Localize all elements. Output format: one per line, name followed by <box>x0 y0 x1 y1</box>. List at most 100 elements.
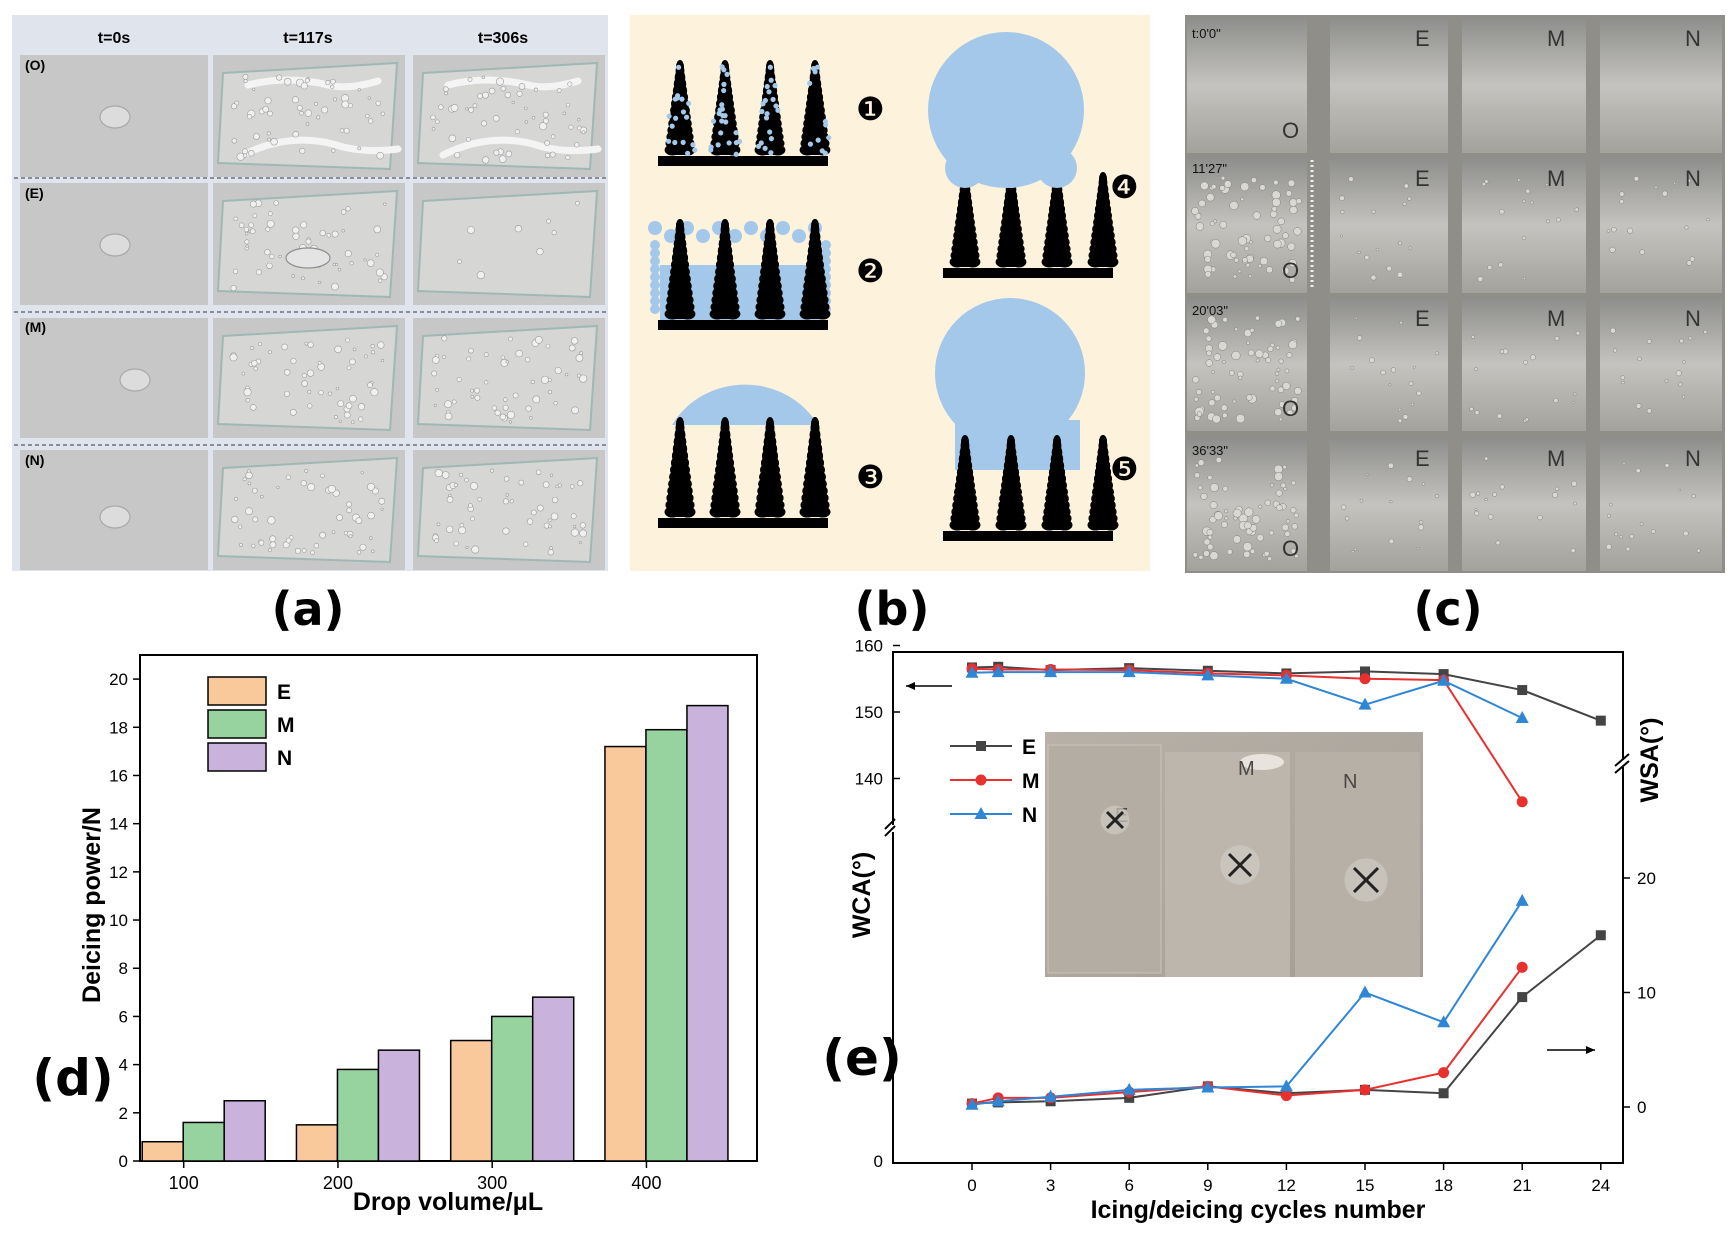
pillar-core <box>764 112 776 123</box>
condensate-droplet <box>723 119 729 125</box>
pillar-core <box>1053 454 1061 465</box>
data-point <box>1437 673 1451 686</box>
condensate-droplet <box>370 344 375 349</box>
condensate-droplet <box>1487 265 1493 271</box>
condensate-droplet <box>474 394 481 401</box>
condensate-droplet <box>1398 407 1402 412</box>
condensate-droplet <box>498 155 507 163</box>
pillar-core <box>721 246 729 256</box>
condensate-droplet <box>242 73 249 80</box>
condensate-droplet <box>341 100 350 109</box>
inset-sample-mark: M <box>1238 758 1255 780</box>
condensate-droplet <box>242 477 247 482</box>
condensate-droplet <box>1248 274 1252 278</box>
cross-mark <box>1352 866 1380 894</box>
legend-label: M <box>1022 770 1040 793</box>
condensate-droplet <box>1348 176 1354 182</box>
microstructure-pillar <box>754 219 786 320</box>
condensate-droplet <box>1408 381 1414 386</box>
pillar-core <box>1095 250 1111 261</box>
pillar-core <box>1006 204 1016 215</box>
condensate-droplet <box>370 350 375 355</box>
panel-b: ❶ ❷ ❸ ❹ ❺ <box>630 15 1150 571</box>
time-label: 20'03" <box>1192 303 1228 318</box>
condensate-droplet <box>502 527 510 535</box>
condensate-droplet <box>348 534 353 538</box>
pillar-core <box>1007 454 1015 465</box>
condensate-droplet <box>1278 358 1284 364</box>
pillar-core <box>764 465 776 475</box>
glass-slide <box>216 456 399 564</box>
condensate-droplet <box>523 541 529 547</box>
condensate-droplet <box>822 150 828 156</box>
axis-break-left <box>884 818 896 837</box>
condensate-droplet <box>247 481 252 486</box>
pillar-core <box>1052 210 1062 221</box>
condensate-droplet <box>1481 182 1486 187</box>
condensate-droplet <box>1354 316 1358 320</box>
x-tick-label: 300 <box>477 1173 507 1193</box>
pillar-core <box>810 260 820 270</box>
pillar-core <box>1006 467 1016 478</box>
pillar-core <box>676 79 684 90</box>
condensate-droplet <box>1271 206 1278 212</box>
condensate-droplet <box>544 140 550 146</box>
microstructure-pillar <box>949 435 981 531</box>
condensate-droplet <box>1274 320 1283 328</box>
condensate-droplet <box>1195 389 1202 396</box>
pillar-core <box>1098 204 1108 215</box>
time-header: t=306s <box>478 30 528 47</box>
condensate-droplet <box>1210 389 1216 395</box>
condensate-droplet <box>547 518 552 523</box>
condensate-droplet <box>508 420 512 424</box>
microstructure-pillar <box>664 417 696 518</box>
inset-photo: EMN <box>1045 732 1423 977</box>
pillar-core <box>765 451 775 461</box>
condensate-droplet <box>666 113 672 119</box>
condensate-droplet <box>1194 472 1201 479</box>
condensate-droplet <box>319 531 326 539</box>
pillar-core <box>672 302 688 312</box>
pillar-core <box>957 506 973 517</box>
pillar-core <box>1004 500 1018 511</box>
microstructure-pillar <box>1041 435 1073 531</box>
condensate-droplet <box>1573 501 1577 506</box>
condensate-droplet <box>238 524 243 529</box>
y-tick-label: 18 <box>109 718 128 737</box>
data-point <box>991 1094 1005 1107</box>
condensate-droplet <box>472 103 478 109</box>
pillar-core <box>761 507 779 517</box>
wsa-series-n <box>965 893 1529 1110</box>
condensate-droplet <box>304 78 310 84</box>
condensate-droplet <box>436 522 441 527</box>
condensate-droplet <box>367 511 375 520</box>
x-tick-label: 18 <box>1434 1176 1453 1195</box>
condensate-droplet <box>502 498 509 505</box>
condensate-droplet <box>508 336 513 342</box>
pillar-core <box>1007 191 1015 202</box>
condensate-droplet <box>550 134 556 139</box>
condensate-droplet <box>533 87 538 92</box>
pillar-core <box>673 281 687 291</box>
condensate-droplet <box>1237 236 1247 246</box>
condensate-droplet <box>1339 195 1345 201</box>
left-axis-label: WCA(°) <box>848 852 876 938</box>
pillar-core <box>676 444 684 454</box>
pillar-core <box>672 138 688 149</box>
pillar-core <box>718 479 732 489</box>
condensate-droplet <box>514 129 520 135</box>
pillar-core <box>807 138 823 149</box>
condensate-droplet <box>283 390 290 397</box>
pillar-core <box>1005 217 1017 228</box>
condensate-droplet <box>1398 241 1403 245</box>
panel-label-a: (a) <box>271 582 344 636</box>
pillar-core <box>720 98 730 109</box>
data-point <box>1438 1067 1450 1079</box>
condensate-droplet <box>1402 414 1409 420</box>
row-label: (N) <box>25 452 44 468</box>
wetting-state-schematic <box>648 32 1119 541</box>
pillar-core <box>960 467 970 478</box>
condensate-droplet <box>1271 198 1281 207</box>
condensate-droplet <box>357 403 366 411</box>
condensate-droplet <box>1207 315 1216 324</box>
